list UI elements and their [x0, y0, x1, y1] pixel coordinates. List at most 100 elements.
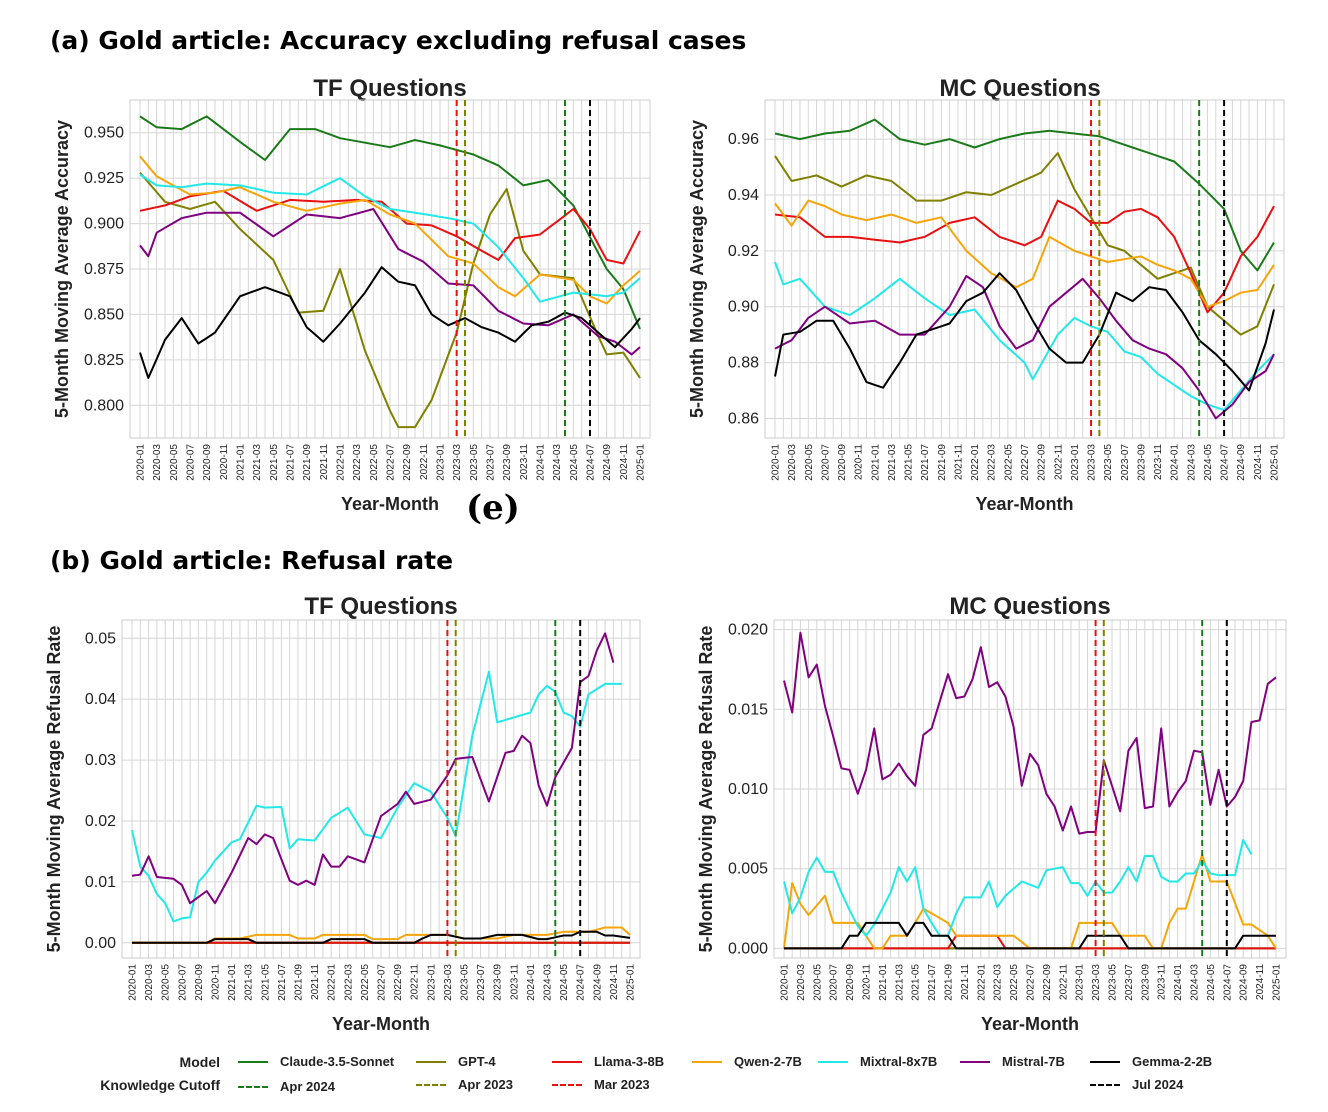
- chart-title: MC Questions: [939, 75, 1100, 102]
- y-tick-label: 0.010: [728, 781, 768, 798]
- x-tick-label: 2020-11: [862, 964, 873, 1000]
- x-tick-label: 2024-11: [619, 444, 630, 480]
- x-tick-label: 2020-03: [796, 964, 807, 1001]
- series-line-mixtral-8x7b: [131, 670, 622, 923]
- legend-item-qwen: Qwen-2-7B: [692, 1054, 802, 1069]
- x-tick-label: 2022-07: [386, 444, 397, 481]
- y-tick-label: 0.850: [84, 306, 124, 323]
- x-tick-label: 2020-03: [144, 964, 155, 1001]
- legend-item-gemma: Gemma-2-2B: [1090, 1054, 1212, 1069]
- x-tick-label: 2024-05: [569, 444, 580, 481]
- plot-frame: [121, 619, 641, 959]
- x-tick-label: 2022-07: [1026, 964, 1037, 1001]
- x-tick-label: 2021-07: [277, 964, 288, 1001]
- x-tick-label: 2023-05: [469, 444, 480, 481]
- x-tick-label: 2020-05: [804, 444, 815, 481]
- y-tick-label: 0.01: [85, 874, 116, 891]
- legend-swatch-cutoff-jul2024: [1090, 1083, 1120, 1086]
- legend-label-claude: Claude-3.5-Sonnet: [280, 1054, 395, 1069]
- x-tick-label: 2023-09: [493, 964, 504, 1001]
- y-tick-label: 0.96: [728, 131, 759, 148]
- x-tick-label: 2022-07: [377, 964, 388, 1001]
- x-tick-label: 2020-07: [820, 444, 831, 481]
- series-line-mistral-7b: [139, 208, 641, 356]
- x-tick-label: 2024-01: [526, 964, 537, 1001]
- x-tick-label: 2025-01: [626, 964, 637, 1001]
- legend-label-cutoff-mar2023: Mar 2023: [594, 1077, 650, 1092]
- x-axis-label: Year-Month: [975, 494, 1073, 514]
- legend-label-cutoff-jul2024: Jul 2024: [1132, 1077, 1184, 1092]
- x-tick-label: 2022-01: [976, 964, 987, 1001]
- x-tick-label: 2024-09: [1239, 964, 1250, 1001]
- section-title-a: (a) Gold article: Accuracy excluding ref…: [50, 26, 747, 55]
- grid: [765, 100, 1284, 438]
- legend-swatch-qwen: [692, 1060, 722, 1063]
- x-tick-label: 2023-03: [1087, 444, 1098, 481]
- x-tick-label: 2022-11: [410, 964, 421, 1000]
- x-tick-label: 2025-01: [636, 444, 647, 481]
- x-tick-label: 2022-11: [1053, 444, 1064, 480]
- x-tick-label: 2024-07: [576, 964, 587, 1001]
- chart-accuracy-mc: MC Questions 0.86 0.88 0.90 0.92 0.94 0.96 2020…: [687, 75, 1285, 514]
- x-tick-label: 2024-11: [609, 964, 620, 1000]
- x-tick-label: 2023-03: [443, 964, 454, 1001]
- legend-swatch-claude: [238, 1060, 268, 1063]
- x-tick-label: 2023-09: [502, 444, 513, 481]
- x-tick-label: 2022-03: [993, 964, 1004, 1001]
- legend-label-cutoff-apr2024: Apr 2024: [280, 1079, 335, 1094]
- series-line-mistral-7b: [131, 632, 615, 905]
- x-tick-label: 2020-01: [780, 964, 791, 1001]
- chart-refusal-mc: MC Questions 0.000 0.005 0.010 0.015 0.020 202…: [696, 593, 1287, 1034]
- x-tick-label: 2020-09: [845, 964, 856, 1001]
- x-tick-label: 2024-01: [536, 444, 547, 481]
- y-tick-label: 0.000: [728, 940, 768, 957]
- x-tick-label: 2023-07: [1124, 964, 1135, 1001]
- x-tick-label: 2020-11: [854, 444, 865, 480]
- y-tick-label: 0.950: [84, 125, 124, 142]
- x-tick-label: 2021-09: [294, 964, 305, 1001]
- x-tick-label: 2020-01: [771, 444, 782, 481]
- x-tick-label: 2022-09: [1042, 964, 1053, 1001]
- x-tick-label: 2020-05: [812, 964, 823, 1001]
- legend-swatch-cutoff-apr2023: [416, 1083, 446, 1086]
- legend: Model Knowledge Cutoff Claude-3.5-Sonnet…: [0, 1050, 1328, 1100]
- legend-label-mixtral: Mixtral-8x7B: [860, 1054, 938, 1069]
- series-line-gemma-2-2b: [784, 921, 1276, 950]
- x-tick-label: 2023-05: [1103, 444, 1114, 481]
- x-tick-label: 2023-11: [1153, 444, 1164, 480]
- y-axis-label: 5-Month Moving Average Accuracy: [52, 120, 72, 418]
- x-tick-label: 2024-01: [1170, 444, 1181, 481]
- y-tick-label: 0.800: [84, 397, 124, 414]
- y-tick-label: 0.05: [85, 630, 116, 647]
- legend-label-gemma: Gemma-2-2B: [1132, 1054, 1213, 1069]
- x-tick-label: 2024-09: [1236, 444, 1247, 481]
- chart-title: MC Questions: [949, 593, 1110, 620]
- y-tick-label: 0.825: [84, 352, 124, 369]
- series-line-gpt-4: [774, 152, 1275, 336]
- x-tick-label: 2024-11: [1253, 444, 1264, 480]
- x-axis-label: Year-Month: [341, 494, 439, 514]
- x-tick-label: 2023-05: [1108, 964, 1119, 1001]
- y-axis-label: 5-Month Moving Average Refusal Rate: [696, 626, 716, 953]
- x-tick-label: 2024-05: [559, 964, 570, 1001]
- y-tick-label: 0.90: [728, 299, 759, 316]
- x-tick-label: 2021-01: [236, 444, 247, 481]
- x-tick-label: 2023-11: [519, 444, 530, 480]
- x-tick-label: 2023-09: [1136, 444, 1147, 481]
- legend-swatch-cutoff-mar2023: [552, 1083, 582, 1086]
- legend-cutoff-apr2024: Apr 2024: [238, 1079, 335, 1094]
- x-tick-label: 2023-03: [452, 444, 463, 481]
- x-tick-label: 2020-11: [219, 444, 230, 480]
- chart-refusal-tf: TF Questions 0.00 0.01 0.02 0.03 0.04 0.05 2020…: [44, 593, 641, 1034]
- y-axis-label: 5-Month Moving Average Refusal Rate: [44, 626, 64, 953]
- x-tick-label: 2024-09: [602, 444, 613, 481]
- y-tick-label: 0.94: [728, 187, 759, 204]
- x-tick-label: 2021-05: [269, 444, 280, 481]
- x-tick-label: 2020-05: [169, 444, 180, 481]
- x-tick-label: 2023-11: [1157, 964, 1168, 1000]
- y-tick-label: 0.88: [728, 355, 759, 372]
- x-tick-label: 2022-11: [1058, 964, 1069, 1000]
- series-line-qwen-2-7b: [139, 155, 641, 305]
- x-tick-label: 2021-03: [894, 964, 905, 1001]
- series-line-mistral-7b: [783, 631, 1277, 835]
